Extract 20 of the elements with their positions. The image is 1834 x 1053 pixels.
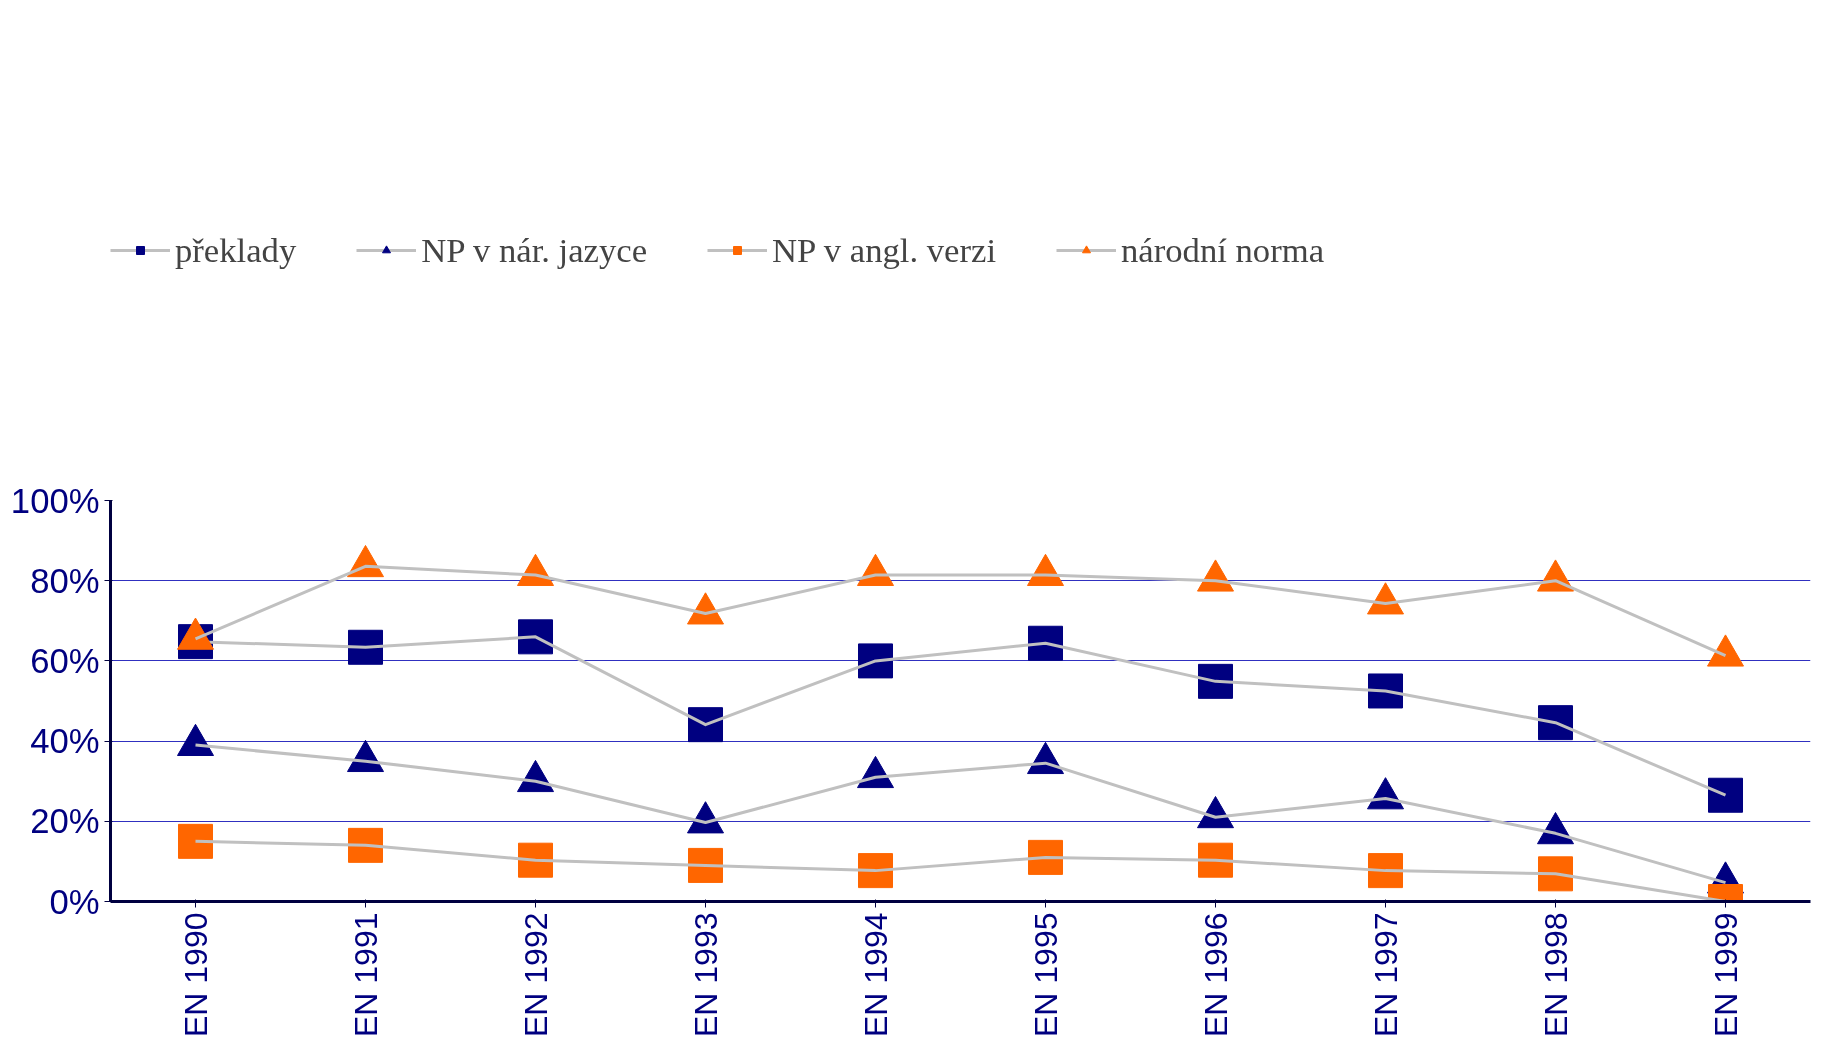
x-tick-label: EN 1990: [177, 912, 214, 1038]
x-tick-label: EN 1996: [1197, 912, 1234, 1038]
legend-label: NP v nár. jazyce: [421, 230, 648, 270]
x-tick-label: EN 1998: [1537, 912, 1574, 1038]
legend-label: překlady: [175, 230, 297, 270]
x-tick-label: EN 1999: [1707, 912, 1744, 1038]
y-tick-label: 80%: [30, 561, 100, 600]
x-tick-label: EN 1993: [687, 912, 724, 1038]
y-tick-label: 60%: [30, 641, 100, 680]
legend-label: NP v angl. verzi: [772, 230, 997, 270]
x-tick-label: EN 1992: [517, 912, 554, 1038]
x-tick-label: EN 1994: [857, 912, 894, 1038]
y-tick-label: 0%: [49, 882, 100, 921]
y-tick-label: 40%: [30, 722, 100, 761]
y-tick-label: 100%: [10, 481, 100, 520]
x-tick-label: EN 1991: [347, 912, 384, 1038]
x-tick-label: EN 1997: [1367, 912, 1404, 1038]
legend-label: národní norma: [1121, 230, 1325, 270]
y-tick-label: 20%: [30, 802, 100, 841]
x-tick-label: EN 1995: [1027, 912, 1064, 1038]
